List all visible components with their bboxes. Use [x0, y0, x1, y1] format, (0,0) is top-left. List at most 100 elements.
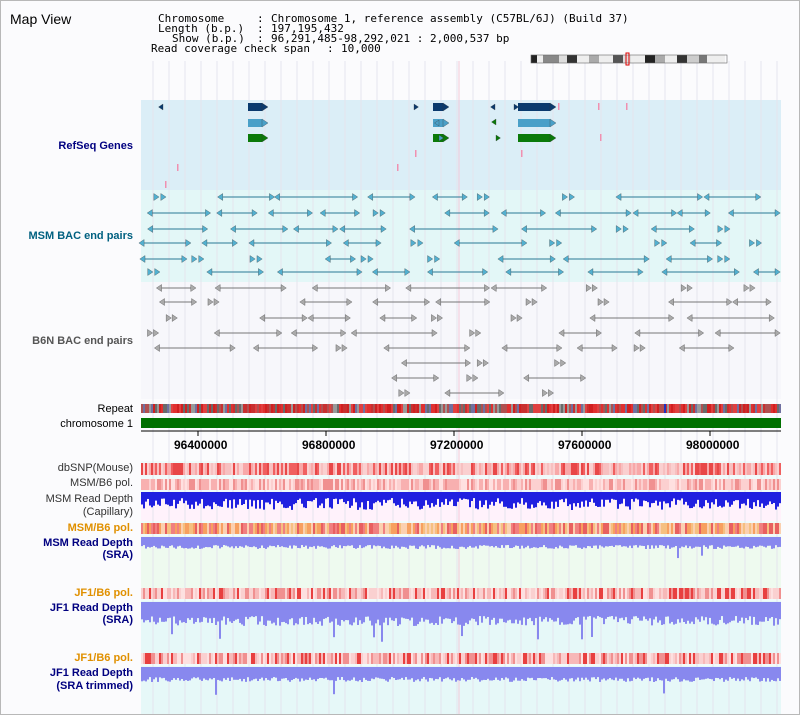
read-depth-bar: [461, 602, 463, 637]
heat-strip-cell: [553, 479, 555, 490]
bac-end-marker: [154, 268, 161, 276]
read-depth-bar: [465, 602, 467, 623]
repeat-segment: [249, 404, 251, 413]
read-depth-bar: [763, 602, 765, 622]
read-depth-bar: [305, 602, 307, 618]
repeat-segment: [385, 404, 387, 413]
read-depth-bar: [571, 602, 573, 625]
heat-strip-cell: [495, 588, 497, 599]
heat-strip-cell: [181, 463, 183, 475]
heat-strip-cell: [731, 523, 733, 534]
read-depth-bar: [629, 537, 631, 546]
read-depth-bar: [151, 537, 153, 547]
heat-strip-cell: [349, 463, 351, 475]
read-depth-bar: [631, 667, 633, 681]
heat-strip-cell: [383, 653, 385, 664]
read-depth-bar: [421, 492, 423, 509]
read-depth-bar: [147, 667, 149, 680]
read-depth-bar: [691, 492, 693, 509]
heat-strip-cell: [527, 523, 529, 534]
read-depth-bar: [319, 667, 321, 678]
read-depth-bar: [711, 667, 713, 680]
chromosome-ideogram-band: [655, 55, 665, 63]
read-depth-bar: [587, 492, 589, 507]
read-depth-bar: [159, 537, 161, 549]
repeat-segment: [217, 404, 219, 413]
read-depth-bar: [635, 602, 637, 617]
bac-end-marker: [541, 284, 548, 292]
heat-strip-cell: [751, 479, 753, 490]
heat-strip-cell: [473, 479, 475, 490]
heat-strip-cell: [297, 523, 299, 534]
repeat-segment: [749, 404, 751, 413]
repeat-segment: [521, 404, 523, 413]
read-depth-bar: [755, 667, 757, 678]
heat-strip-cell: [429, 523, 431, 534]
read-depth-bar: [577, 492, 579, 504]
read-depth-bar: [289, 537, 291, 546]
bac-end-marker: [342, 239, 349, 247]
read-depth-bar: [321, 667, 323, 678]
read-depth-bar: [343, 602, 345, 622]
read-depth-bar: [513, 537, 515, 548]
bac-end-marker: [307, 314, 314, 322]
read-depth-bar: [309, 602, 311, 623]
heat-strip-cell: [515, 523, 517, 534]
heat-strip-cell: [647, 463, 649, 475]
heat-strip-cell: [475, 479, 477, 490]
heat-strip-cell: [609, 588, 611, 599]
heat-strip-cell: [737, 653, 739, 664]
heat-strip-cell: [169, 653, 171, 664]
bac-end-marker: [206, 268, 213, 276]
heat-strip-cell: [353, 463, 355, 475]
read-depth-bar: [431, 667, 433, 679]
heat-strip-cell: [567, 463, 569, 475]
heat-strip-cell: [343, 479, 345, 490]
heat-strip-cell: [389, 588, 391, 599]
read-depth-bar: [405, 602, 407, 619]
heat-strip-cell: [539, 479, 541, 490]
read-depth-bar: [717, 602, 719, 625]
read-depth-bar: [757, 667, 759, 679]
heat-strip-cell: [757, 653, 759, 664]
read-depth-bar: [763, 537, 765, 547]
heat-strip-cell: [643, 588, 645, 599]
read-depth-bar: [253, 492, 255, 501]
heat-strip-cell: [741, 523, 743, 534]
bac-end-marker: [216, 209, 222, 217]
repeat-segment: [319, 404, 321, 413]
bac-end-marker: [477, 193, 483, 201]
heat-strip-cell: [459, 653, 461, 664]
heat-strip-cell: [421, 479, 423, 490]
read-depth-bar: [231, 602, 233, 623]
read-depth-bar: [759, 537, 761, 546]
read-depth-bar: [441, 602, 443, 624]
read-depth-bar: [389, 537, 391, 549]
read-depth-bar: [719, 537, 721, 548]
track-label-msm-b6-pol-1: MSM/B6 pol.: [70, 477, 133, 489]
read-depth-bar: [737, 602, 739, 623]
read-depth-bar: [779, 492, 781, 504]
heat-strip-cell: [305, 479, 307, 490]
read-depth-bar: [381, 602, 383, 642]
heat-strip-cell: [587, 588, 589, 599]
read-depth-bar: [521, 667, 523, 680]
bac-end-marker: [282, 225, 289, 233]
heat-strip-cell: [261, 588, 263, 599]
heat-strip-cell: [633, 463, 635, 475]
heat-strip-cell: [771, 479, 773, 490]
heat-strip-cell: [539, 523, 541, 534]
read-depth-bar: [535, 537, 537, 548]
gene-strand-arrow: [491, 118, 497, 126]
heat-strip-cell: [635, 463, 637, 475]
read-depth-bar: [481, 602, 483, 623]
heat-strip-cell: [207, 463, 209, 475]
track-label-jf1-b6-pol-2: JF1/B6 pol.: [74, 652, 133, 664]
read-depth-bar: [503, 602, 505, 623]
bac-end-marker: [562, 193, 568, 201]
read-depth-bar: [525, 602, 527, 626]
bac-end-marker: [346, 298, 353, 306]
heat-strip-cell: [157, 653, 159, 664]
read-depth-bar: [311, 492, 313, 502]
